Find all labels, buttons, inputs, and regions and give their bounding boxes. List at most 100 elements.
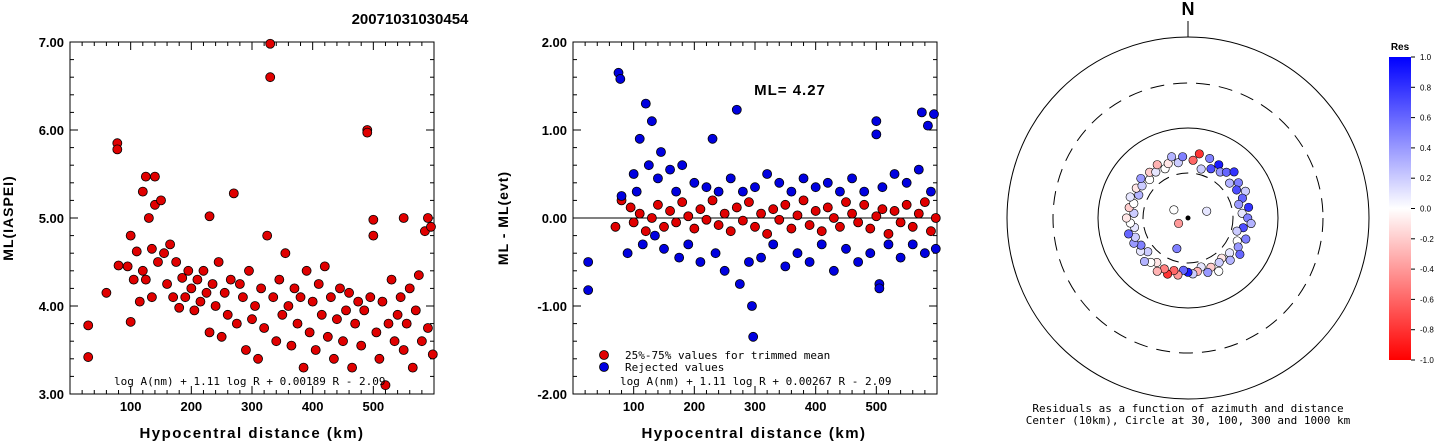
plot-frame [69, 41, 435, 395]
data-point [695, 257, 706, 267]
data-point [407, 362, 418, 373]
data-point [804, 220, 815, 230]
data-point [201, 287, 212, 298]
residual-point [1174, 218, 1184, 228]
data-point [616, 191, 627, 201]
data-point [265, 38, 276, 49]
data-point [392, 309, 403, 320]
data-point [247, 314, 257, 325]
data-point [231, 318, 242, 329]
data-point [907, 239, 918, 250]
data-point [122, 261, 133, 272]
data-point [274, 274, 285, 285]
circle-300km [1052, 82, 1324, 354]
data-point [319, 261, 330, 272]
data-point [615, 74, 626, 84]
figure-title: 20071031030454 [352, 11, 469, 28]
data-point [913, 164, 924, 175]
x-axis-label: Hypocentral distance (km) [139, 425, 364, 441]
data-point [634, 133, 645, 144]
data-point [171, 257, 182, 267]
colorbar-title: Res [1391, 42, 1410, 53]
data-point [701, 182, 712, 193]
data-point [241, 345, 251, 355]
data-point [113, 260, 124, 271]
data-point [737, 215, 748, 226]
residual-point [1139, 257, 1149, 267]
x-tick-label: 200 [683, 399, 705, 414]
data-point [847, 208, 857, 219]
data-point [877, 204, 888, 215]
data-point [671, 217, 682, 228]
ml-annotation: ML= 4.27 [754, 82, 826, 99]
x-tick-label: 200 [180, 399, 202, 414]
residual-point [1136, 173, 1146, 183]
data-point [344, 287, 354, 298]
data-point [719, 208, 730, 219]
data-point [750, 221, 760, 232]
data-point [146, 292, 157, 303]
data-point [719, 265, 730, 276]
data-point [792, 248, 803, 259]
data-point [313, 279, 324, 289]
data-point [271, 336, 282, 347]
data-point [683, 211, 694, 222]
data-point [895, 252, 906, 263]
data-point [646, 213, 657, 223]
data-point [150, 171, 160, 182]
data-point [725, 226, 736, 237]
data-point [423, 323, 433, 333]
data-point [295, 292, 306, 303]
data-point [625, 202, 636, 213]
data-point [835, 221, 845, 232]
data-point [798, 195, 809, 206]
data-point [325, 292, 336, 303]
data-point [183, 265, 194, 276]
y-axis-label: ML - ML(evt) [495, 171, 511, 265]
residual-point [1244, 202, 1254, 212]
data-point [168, 292, 179, 303]
y-tick-label: 1.00 [542, 123, 567, 138]
data-point [816, 226, 827, 237]
data-point [83, 352, 94, 362]
data-point [710, 248, 721, 259]
data-point [798, 173, 809, 184]
colorbar-tick-label: 0.2 [1420, 174, 1432, 183]
colorbar-tick-label: -0.4 [1420, 265, 1434, 274]
data-point [610, 221, 621, 232]
data-point [137, 265, 148, 276]
residual-point [1232, 226, 1242, 236]
data-point [198, 265, 209, 276]
data-point [204, 211, 215, 222]
data-point [234, 279, 245, 289]
data-point [774, 177, 785, 188]
residual-point [1121, 213, 1131, 223]
data-point [762, 169, 773, 179]
data-point [689, 223, 700, 234]
data-point [362, 127, 373, 138]
data-point [792, 210, 803, 221]
data-point [810, 206, 821, 216]
data-point [298, 362, 309, 373]
data-point [416, 336, 427, 347]
data-point [734, 279, 745, 289]
data-point [316, 309, 327, 320]
data-point [907, 221, 918, 232]
data-point [656, 147, 666, 157]
data-point [192, 274, 203, 285]
data-point [853, 217, 864, 228]
colorbar-tick-label: 0.0 [1420, 205, 1432, 214]
data-point [383, 318, 394, 329]
data-point [368, 214, 379, 225]
data-point [841, 243, 851, 254]
data-point [143, 213, 154, 223]
data-point [410, 305, 421, 316]
data-point [926, 186, 936, 197]
residual-point [1202, 206, 1212, 216]
data-point [189, 305, 200, 316]
data-point [640, 226, 651, 237]
data-point [916, 107, 927, 118]
data-point [816, 239, 827, 250]
data-point [186, 283, 197, 294]
data-point [137, 186, 148, 197]
